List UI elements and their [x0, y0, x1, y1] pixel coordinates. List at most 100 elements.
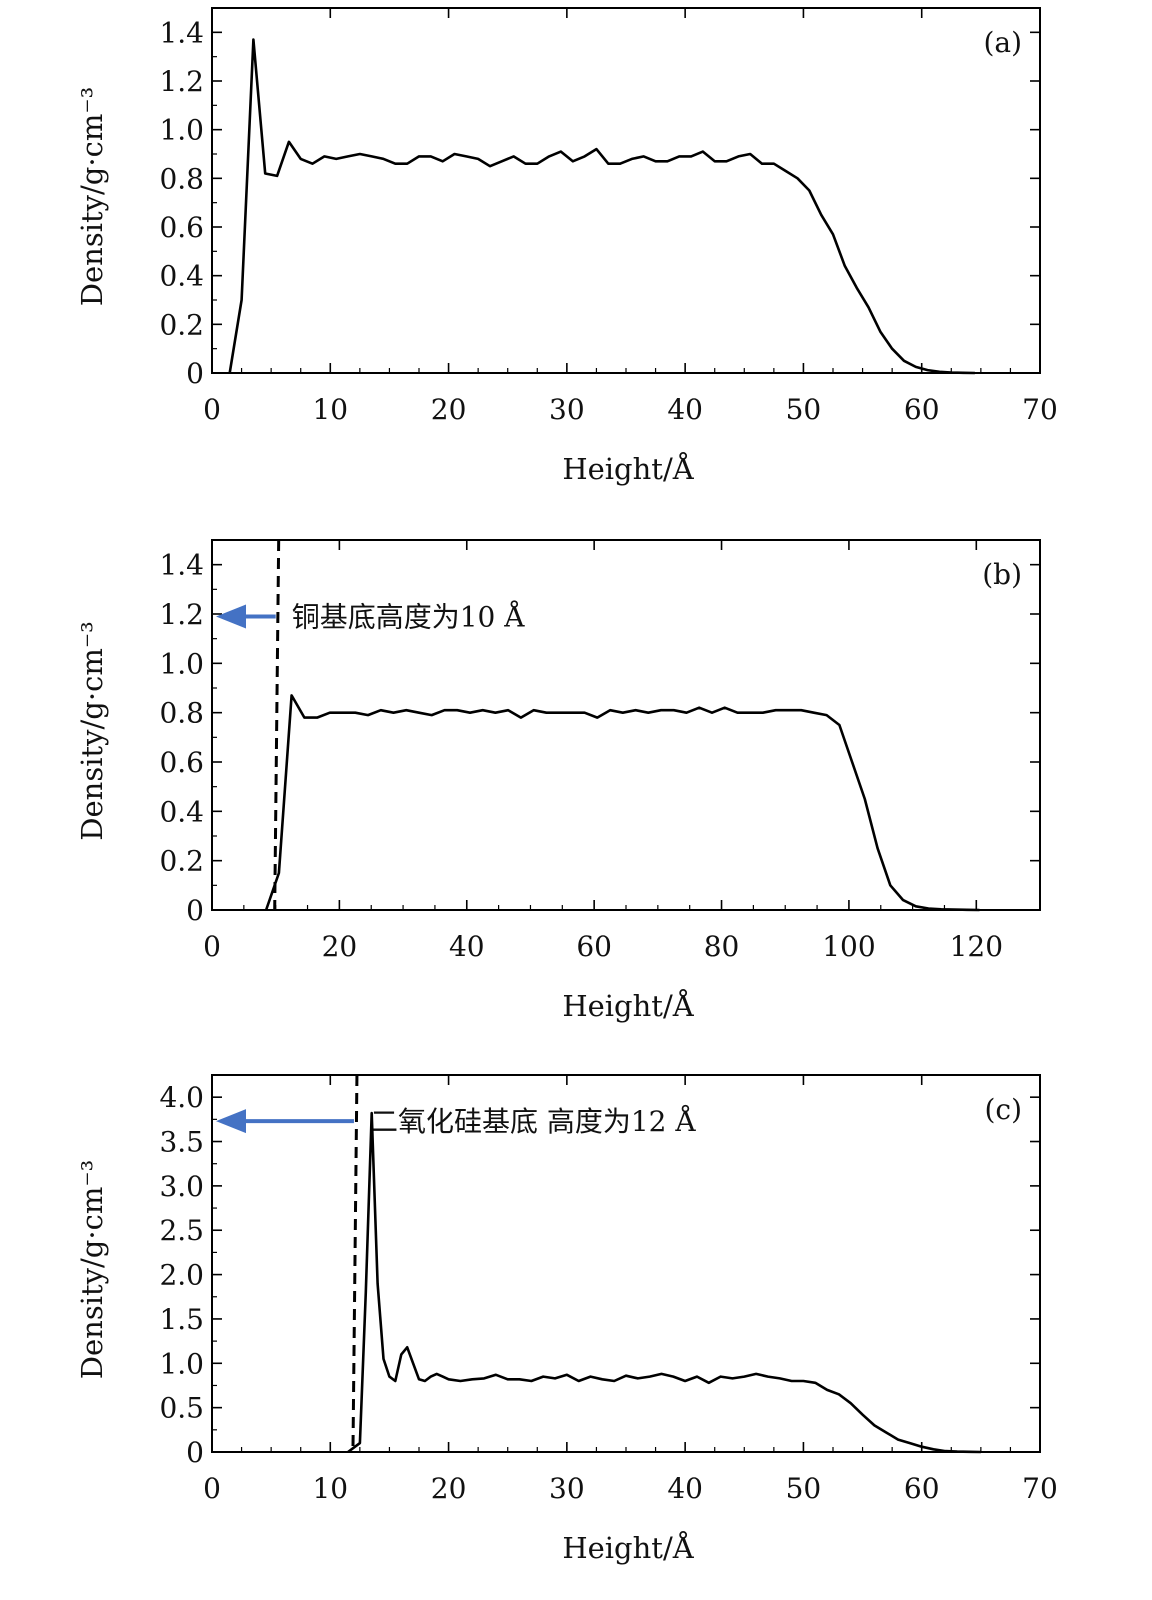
- data-point: [583, 711, 586, 714]
- x-tick-label: 30: [549, 1472, 585, 1505]
- data-point: [647, 711, 650, 714]
- data-point: [583, 155, 586, 158]
- data-point: [690, 155, 692, 158]
- data-point: [778, 1377, 781, 1380]
- data-point: [891, 347, 893, 350]
- data-point: [825, 714, 828, 716]
- x-tick-label: 60: [576, 930, 612, 963]
- x-tick-label: 0: [203, 930, 221, 963]
- data-point: [278, 872, 280, 874]
- x-tick-label: 0: [203, 393, 221, 426]
- data-point: [447, 1378, 450, 1381]
- data-point: [558, 711, 560, 714]
- data-point: [512, 155, 515, 158]
- data-point: [915, 905, 917, 908]
- data-point: [725, 160, 728, 163]
- data-point: [808, 189, 811, 192]
- data-point: [978, 909, 981, 911]
- data-point: [240, 299, 243, 301]
- y-tick-label: 2.0: [159, 1259, 204, 1292]
- data-point: [974, 372, 976, 374]
- data-point: [524, 162, 527, 165]
- x-tick-label: 50: [786, 1472, 822, 1505]
- data-point: [814, 1382, 817, 1384]
- data-point: [465, 155, 468, 158]
- plot-frame: [211, 539, 1041, 911]
- data-point: [696, 1375, 698, 1378]
- data-point: [430, 714, 433, 716]
- x-tick-label: 20: [431, 1472, 467, 1505]
- data-point: [864, 798, 866, 800]
- x-tick-label: 20: [322, 930, 358, 963]
- data-point: [634, 709, 637, 711]
- data-point: [424, 1380, 426, 1382]
- y-axis-title: Density/g·cm⁻³: [75, 87, 109, 307]
- data-point: [542, 1375, 544, 1378]
- data-point: [648, 1375, 651, 1378]
- data-point: [784, 170, 787, 172]
- data-point: [723, 706, 726, 709]
- data-point: [316, 716, 318, 719]
- y-tick-label: 1.5: [159, 1303, 204, 1336]
- x-tick-label: 30: [549, 393, 585, 426]
- data-point: [376, 1282, 379, 1285]
- data-point: [813, 711, 815, 714]
- data-point: [441, 160, 444, 163]
- substrate-dashed-line: [351, 1074, 359, 1453]
- y-tick-label: 1.2: [159, 598, 204, 631]
- data-point: [489, 165, 491, 167]
- data-point: [382, 1358, 385, 1360]
- data-point: [685, 711, 688, 714]
- x-tick-label: 50: [786, 393, 822, 426]
- data-point: [406, 1346, 408, 1349]
- data-point: [637, 1377, 639, 1380]
- data-point: [379, 709, 382, 711]
- data-point: [481, 709, 484, 711]
- data-point: [430, 155, 432, 158]
- data-point: [394, 162, 397, 165]
- data-point: [980, 1451, 982, 1453]
- data-point: [743, 1375, 746, 1378]
- plot-frame: [211, 7, 1041, 374]
- data-point: [341, 711, 344, 714]
- x-axis-title: Height/Å: [562, 988, 694, 1023]
- data-point: [867, 306, 870, 309]
- data-point: [501, 160, 503, 163]
- data-point: [889, 884, 892, 887]
- x-tick-label: 40: [449, 930, 485, 963]
- data-point: [826, 1389, 828, 1391]
- data-point: [359, 153, 361, 155]
- data-point: [456, 709, 459, 711]
- y-tick-label: 0.4: [159, 260, 204, 293]
- data-point: [394, 1380, 397, 1382]
- data-point: [802, 1380, 805, 1382]
- data-point: [400, 1353, 403, 1356]
- data-point: [471, 1378, 474, 1381]
- data-point: [755, 1373, 757, 1375]
- y-tick-label: 0: [186, 894, 204, 927]
- x-tick-label: 80: [704, 930, 740, 963]
- data-point: [956, 1450, 958, 1453]
- data-point: [530, 1380, 533, 1382]
- data-point: [762, 711, 764, 714]
- data-point: [548, 155, 550, 158]
- data-point: [932, 1448, 935, 1451]
- data-point: [477, 158, 479, 160]
- data-point: [920, 1445, 923, 1448]
- y-tick-label: 1.0: [159, 647, 204, 680]
- data-point: [761, 162, 763, 165]
- x-tick-label: 40: [667, 393, 703, 426]
- data-point: [571, 711, 573, 714]
- data-point: [926, 369, 929, 371]
- data-point: [631, 158, 633, 160]
- data-point: [469, 711, 471, 714]
- data-point: [532, 709, 535, 711]
- data-point: [736, 711, 739, 714]
- data-point: [796, 177, 799, 180]
- panel-b: 0 20 40 60 80 100 120 0 0.2 0.4 0.6 0.8 1.0 1.2 1.4 Hei…: [75, 539, 1041, 1023]
- x-tick-label: 60: [904, 1472, 940, 1505]
- data-point: [849, 1402, 852, 1405]
- data-point: [855, 287, 858, 289]
- data-point: [953, 908, 955, 911]
